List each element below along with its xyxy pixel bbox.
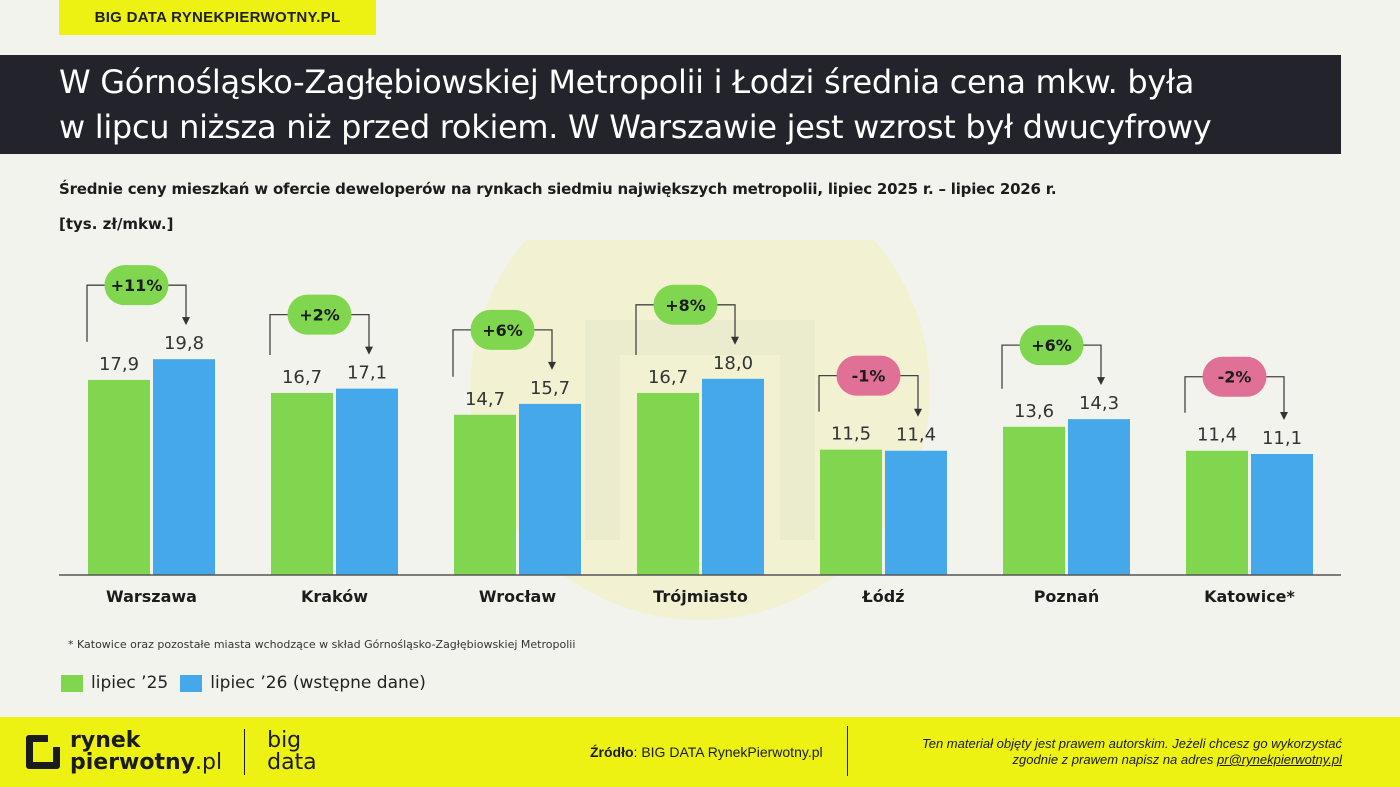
bar-2026 xyxy=(519,403,581,575)
bar-2025 xyxy=(88,379,150,575)
bar-2025 xyxy=(271,392,333,575)
headline-line-1: W Górnośląsko-Zagłębiowskiej Metropolii … xyxy=(59,63,1195,101)
value-label-2025: 16,7 xyxy=(282,367,322,388)
bar-2025 xyxy=(1003,426,1065,575)
change-arrow-icon xyxy=(182,317,190,326)
big-data-logo: big data xyxy=(267,730,317,774)
value-label-2026: 14,3 xyxy=(1079,393,1119,414)
change-badge-label: -1% xyxy=(852,367,886,386)
chart-unit: [tys. zł/mkw.] xyxy=(59,215,174,233)
bar-2026 xyxy=(702,378,764,575)
category-label: Trójmiasto xyxy=(653,587,748,606)
change-arrow-icon xyxy=(1097,377,1105,386)
value-label-2026: 11,4 xyxy=(896,425,936,446)
category-label: Warszawa xyxy=(106,587,197,606)
footer: rynek pierwotny.pl big data Źródło: BIG … xyxy=(0,717,1400,787)
bar-2025 xyxy=(637,392,699,575)
value-label-2025: 13,6 xyxy=(1014,401,1054,422)
chart-subtitle: Średnie ceny mieszkań w ofercie dewelope… xyxy=(59,180,1057,198)
footnote: * Katowice oraz pozostałe miasta wchodzą… xyxy=(68,638,576,651)
change-arrow-icon xyxy=(365,346,373,355)
change-badge xyxy=(287,294,352,335)
source: Źródło: BIG DATA RynekPierwotny.pl xyxy=(590,744,823,760)
logo-divider xyxy=(244,729,246,775)
value-label-2026: 17,1 xyxy=(347,363,387,384)
legend-swatch-green xyxy=(61,674,83,692)
value-label-2025: 14,7 xyxy=(465,389,505,410)
change-arrow-icon xyxy=(731,336,739,345)
category-label: Łódź xyxy=(861,587,904,606)
bar-2026 xyxy=(336,388,398,575)
change-badge-label: +2% xyxy=(299,306,340,325)
change-badge xyxy=(653,284,718,325)
bd-word-2: data xyxy=(267,750,317,775)
logo-word-1: rynek xyxy=(70,728,141,753)
logo-wordmark: rynek pierwotny.pl xyxy=(70,730,222,774)
contact-email-link[interactable]: pr@rynekpierwotny.pl xyxy=(1217,752,1342,767)
change-arrow-icon xyxy=(1280,412,1288,421)
legend-label-2026: lipiec ’26 (wstępne dane) xyxy=(210,673,426,693)
copyright-line-1: Ten materiał objęty jest prawem autorski… xyxy=(921,736,1342,751)
change-arrow-icon xyxy=(914,408,922,417)
headline: W Górnośląsko-Zagłębiowskiej Metropolii … xyxy=(0,55,1341,154)
value-label-2026: 19,8 xyxy=(164,333,204,354)
footer-divider xyxy=(847,726,848,776)
bar-2026 xyxy=(153,359,215,575)
change-badge xyxy=(836,355,901,396)
change-badge xyxy=(470,309,535,350)
category-label: Kraków xyxy=(301,587,368,606)
change-badge-label: +6% xyxy=(482,321,523,340)
bar-2026 xyxy=(885,450,947,575)
logo-mark-icon xyxy=(26,735,60,769)
bar-2026 xyxy=(1251,454,1313,575)
value-label-2026: 11,1 xyxy=(1262,428,1302,449)
bar-2025 xyxy=(454,414,516,575)
legend-item-2026: lipiec ’26 (wstępne dane) xyxy=(180,673,426,693)
change-badge-label: +11% xyxy=(111,276,163,295)
value-label-2025: 11,4 xyxy=(1197,425,1237,446)
change-badge-label: -2% xyxy=(1218,368,1252,387)
legend-swatch-blue xyxy=(180,674,203,692)
bd-word-1: big xyxy=(267,728,302,753)
legend: lipiec ’25 lipiec ’26 (wstępne dane) xyxy=(61,673,438,693)
copyright-note: Ten materiał objęty jest prawem autorski… xyxy=(922,736,1342,768)
value-label-2025: 11,5 xyxy=(831,424,871,445)
category-label: Wrocław xyxy=(479,587,556,606)
logo-suffix: .pl xyxy=(195,750,223,775)
source-label: Źródło xyxy=(590,744,634,760)
value-label-2026: 18,0 xyxy=(713,353,753,374)
source-text: : BIG DATA RynekPierwotny.pl xyxy=(633,744,823,760)
category-label: Poznań xyxy=(1034,587,1100,606)
logo-word-2: pierwotny xyxy=(70,750,196,775)
change-badge xyxy=(1019,325,1084,366)
headline-line-2: w lipcu niższa niż przed rokiem. W Warsz… xyxy=(59,108,1212,146)
change-badge xyxy=(1202,356,1267,397)
value-label-2026: 15,7 xyxy=(530,378,570,399)
bar-2025 xyxy=(1186,450,1248,575)
bar-2026 xyxy=(1068,419,1130,575)
watermark-logo xyxy=(470,240,930,620)
bar-chart: 17,9 19,8 Warszawa +11% 16,7 17,1 Kraków +2% 14,… xyxy=(59,240,1341,620)
value-label-2025: 16,7 xyxy=(648,367,688,388)
legend-item-2025: lipiec ’25 xyxy=(61,673,168,693)
change-arrow-icon xyxy=(548,361,556,370)
change-badge-label: +8% xyxy=(665,296,706,315)
change-badge-label: +6% xyxy=(1031,336,1072,355)
bar-2025 xyxy=(820,449,882,575)
change-badge xyxy=(104,265,169,306)
rynekpierwotny-logo: rynek pierwotny.pl big data xyxy=(26,729,317,775)
value-label-2025: 17,9 xyxy=(99,354,139,375)
category-label: Katowice* xyxy=(1204,587,1295,606)
top-tag: BIG DATA RYNEKPIERWOTNY.PL xyxy=(59,0,376,35)
copyright-line-2: zgodnie z prawem napisz na adres xyxy=(1012,752,1218,767)
legend-label-2025: lipiec ’25 xyxy=(91,673,169,693)
